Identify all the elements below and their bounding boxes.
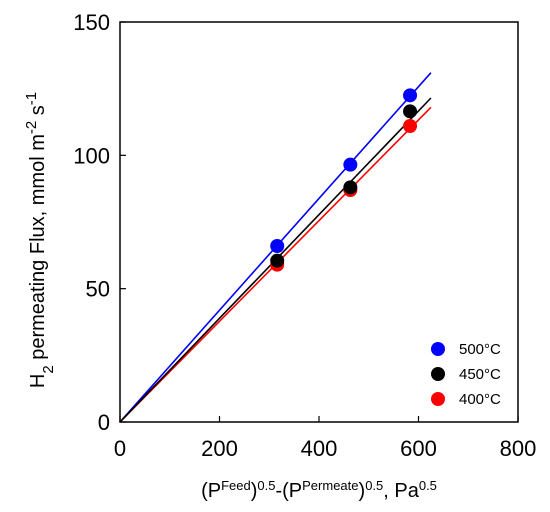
y-axis-title: H2 permeating Flux, mmol m-2 s-1 xyxy=(23,92,57,388)
y-tick-label: 150 xyxy=(73,10,110,35)
data-point xyxy=(343,157,358,172)
legend-marker xyxy=(431,392,445,406)
legend-marker xyxy=(431,342,445,356)
legend-marker xyxy=(431,367,445,381)
x-tick-label: 800 xyxy=(500,436,537,461)
legend: 500°C 450°C 400°C xyxy=(431,341,501,408)
x-tick-label: 0 xyxy=(114,436,126,461)
data-point xyxy=(270,253,285,268)
legend-label: 400°C xyxy=(459,391,501,408)
legend-label: 450°C xyxy=(459,366,501,383)
data-point xyxy=(403,119,418,133)
data-points xyxy=(270,88,418,272)
y-tick-label: 0 xyxy=(98,410,110,435)
data-point xyxy=(270,239,285,253)
axis-ticks: 0 200 400 600 800 0 50 100 150 xyxy=(73,10,536,461)
data-point xyxy=(343,180,358,195)
legend-label: 500°C xyxy=(459,341,501,358)
x-tick-label: 200 xyxy=(201,436,238,461)
y-tick-label: 100 xyxy=(73,143,110,168)
x-axis-title: (PFeed)0.5-(PPermeate)0.5, Pa0.5 xyxy=(201,478,437,503)
x-tick-label: 600 xyxy=(400,436,437,461)
x-tick-label: 400 xyxy=(301,436,338,461)
data-point xyxy=(403,88,418,103)
y-tick-label: 50 xyxy=(86,277,110,302)
data-point xyxy=(403,104,418,119)
